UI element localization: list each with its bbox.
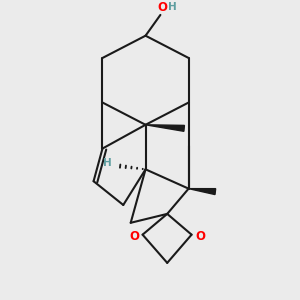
Text: O: O	[157, 1, 167, 14]
Polygon shape	[146, 125, 184, 131]
Text: O: O	[129, 230, 139, 243]
Text: O: O	[195, 230, 205, 243]
Text: H: H	[168, 2, 177, 12]
Polygon shape	[189, 189, 216, 195]
Text: H: H	[103, 158, 111, 168]
